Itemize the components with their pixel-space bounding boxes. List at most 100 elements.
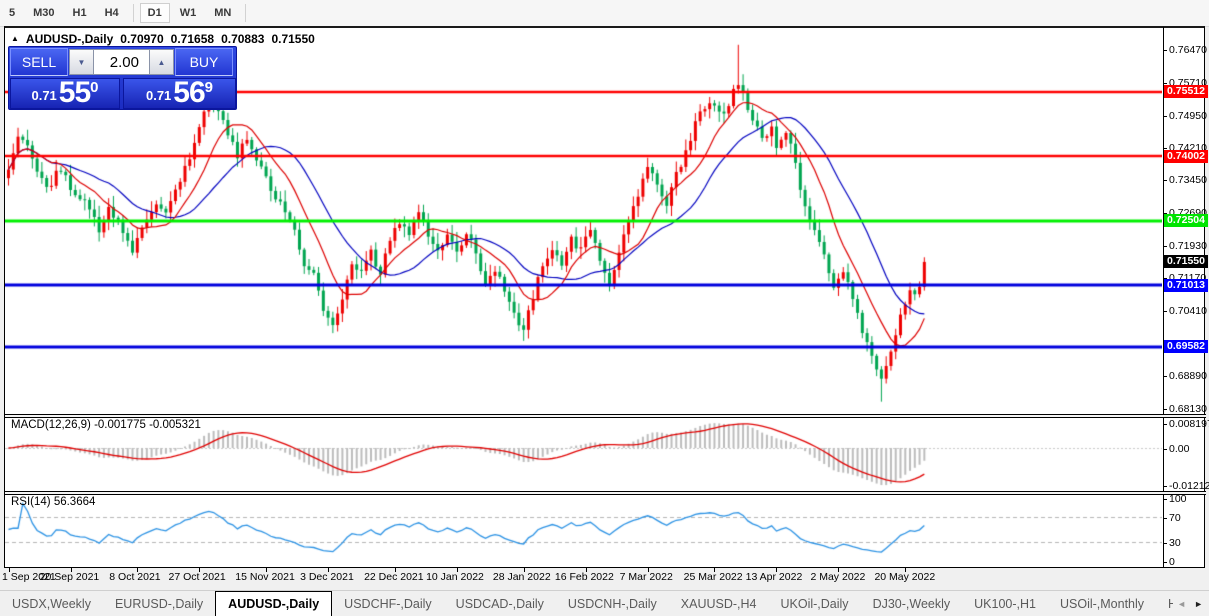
price-axis-tick	[1163, 83, 1167, 85]
rsi-axis-label: 70	[1169, 511, 1181, 524]
sell-price-sup: 0	[90, 79, 99, 96]
volume-increase-button[interactable]: ▲	[149, 49, 174, 75]
price-axis-tick	[1163, 245, 1167, 247]
macd-label: MACD(12,26,9) -0.001775 -0.005321	[11, 419, 201, 431]
buy-price-sup: 9	[204, 79, 214, 96]
date-axis-tick	[838, 568, 840, 572]
price-axis-tick	[1163, 50, 1167, 52]
sell-price-prefix: 0.71	[31, 88, 57, 103]
toolbar-separator	[132, 4, 134, 22]
chart-tab-usdx-weekly[interactable]: USDX,Weekly	[12, 596, 91, 611]
macd-axis-tick	[1163, 485, 1167, 487]
period-button-m30[interactable]: M30	[33, 7, 55, 19]
tab-scroll-right-icon[interactable]: ►	[1194, 598, 1203, 609]
price-axis-label: 0.68130	[1169, 402, 1207, 415]
chart-tab-bar: USDX,Weekly EURUSD-,Daily AUDUSD-,Daily USD…	[0, 590, 1209, 616]
pane-separator[interactable]	[5, 414, 1206, 418]
price-axis-badge: 0.74002	[1164, 149, 1208, 163]
price-axis-badge: 0.75512	[1164, 85, 1208, 99]
chart-tab-usdchf-daily[interactable]: USDCHF-,Daily	[344, 596, 432, 611]
price-axis-tick	[1163, 147, 1167, 149]
rsi-axis-tick	[1163, 499, 1167, 500]
date-axis-tick	[266, 568, 268, 572]
date-axis-tick	[70, 568, 72, 572]
rsi-indicator-canvas[interactable]	[5, 494, 1162, 567]
toolbar-separator	[245, 4, 247, 22]
price-axis-divider	[1163, 27, 1164, 568]
volume-input[interactable]	[94, 49, 149, 75]
collapse-arrow-icon[interactable]: ▲	[11, 33, 19, 43]
date-axis-tick	[199, 568, 201, 572]
macd-axis-label: 0.008197	[1169, 417, 1209, 430]
date-axis-label: 1 Sep 2021	[2, 571, 56, 583]
rsi-axis-tick	[1163, 517, 1167, 519]
price-axis-label: 0.70410	[1169, 304, 1207, 317]
price-axis-badge: 0.69582	[1164, 340, 1208, 354]
macd-axis-label: 0.00	[1169, 443, 1190, 455]
chart-tab-eurusd-daily[interactable]: EURUSD-,Daily	[114, 596, 204, 611]
buy-price-display[interactable]: 0.71 56 9	[123, 78, 236, 109]
price-axis-tick	[1163, 408, 1167, 410]
date-axis-label: 2 May 2022	[810, 571, 866, 583]
price-axis-badge: 0.71550	[1164, 255, 1208, 269]
pane-separator[interactable]	[5, 491, 1206, 495]
ohlc-open: 0.70970	[120, 32, 164, 46]
price-axis-tick	[1163, 212, 1167, 214]
chart-title: ▲ AUDUSD-,Daily 0.70970 0.71658 0.70883 …	[11, 32, 315, 46]
date-axis-tick	[585, 568, 587, 572]
chart-tab-usdcnh-daily[interactable]: USDCNH-,Daily	[567, 596, 657, 611]
period-button-mn[interactable]: MN	[214, 7, 232, 19]
chart-tab-audusd-daily[interactable]: AUDUSD-,Daily	[215, 591, 333, 616]
rsi-axis-label: 30	[1169, 537, 1181, 550]
chart-tab-ukoil-daily[interactable]: UKOil-,Daily	[780, 596, 849, 611]
date-axis-label: 28 Jan 2022	[492, 571, 551, 583]
ohlc-high: 0.71658	[170, 32, 215, 46]
date-axis-tick	[137, 568, 139, 572]
period-button-d1[interactable]: D1	[139, 3, 170, 23]
price-axis-label: 0.71930	[1169, 239, 1207, 252]
macd-indicator-canvas[interactable]	[5, 417, 1162, 491]
date-axis-tick	[714, 568, 716, 572]
date-axis-tick	[647, 568, 649, 572]
tab-scroll-left-icon[interactable]: ◄	[1177, 598, 1187, 609]
chart-tab-uk100-h1[interactable]: UK100-,H1	[974, 596, 1036, 611]
date-axis-tick	[8, 568, 10, 572]
ohlc-low: 0.70883	[221, 32, 265, 46]
period-button-h1[interactable]: H1	[72, 7, 87, 19]
chart-tab-xauusd-h4[interactable]: XAUUSD-,H4	[680, 596, 757, 611]
date-axis-tick	[456, 568, 458, 572]
rsi-axis-label: 0	[1169, 556, 1175, 568]
price-axis-label: 0.68890	[1169, 370, 1207, 383]
buy-price-prefix: 0.71	[145, 88, 172, 103]
price-axis-label: 0.74950	[1169, 109, 1207, 122]
period-button-5[interactable]: 5	[9, 7, 16, 19]
macd-axis-tick	[1163, 449, 1167, 450]
price-axis-tick	[1163, 376, 1167, 378]
volume-decrease-button[interactable]: ▼	[69, 49, 94, 75]
sell-button[interactable]: SELL	[10, 48, 68, 76]
date-axis-tick	[328, 568, 330, 572]
period-button-w1[interactable]: W1	[179, 7, 197, 19]
date-axis-label: 16 Feb 2022	[554, 571, 614, 583]
sell-price-display[interactable]: 0.71 55 0	[10, 78, 120, 109]
date-axis-tick	[394, 568, 396, 572]
chart-tab-usdcad-daily[interactable]: USDCAD-,Daily	[455, 596, 544, 611]
date-axis-label: 7 Mar 2022	[619, 571, 673, 583]
macd-axis-tick	[1163, 423, 1167, 425]
chart-tab-usoil-monthly[interactable]: USOil-,Monthly	[1059, 596, 1145, 611]
chart-tab-dj30-weekly[interactable]: DJ30-,Weekly	[872, 596, 951, 611]
date-axis-label: 22 Dec 2021	[364, 571, 424, 583]
price-axis-label: 0.73450	[1169, 174, 1207, 187]
buy-price-big: 56	[173, 76, 205, 109]
symbol-period-label: AUDUSD-,Daily	[25, 32, 114, 46]
tab-scroll-arrows: ◄ ►	[1173, 591, 1207, 616]
date-axis-label: 8 Oct 2021	[109, 571, 161, 583]
date-axis-label: 20 May 2022	[874, 571, 936, 583]
date-axis-label: 13 Apr 2022	[745, 571, 803, 583]
period-button-h4[interactable]: H4	[104, 7, 119, 19]
date-axis-tick	[523, 568, 525, 572]
buy-button[interactable]: BUY	[175, 48, 233, 76]
date-axis-tick	[776, 568, 778, 572]
